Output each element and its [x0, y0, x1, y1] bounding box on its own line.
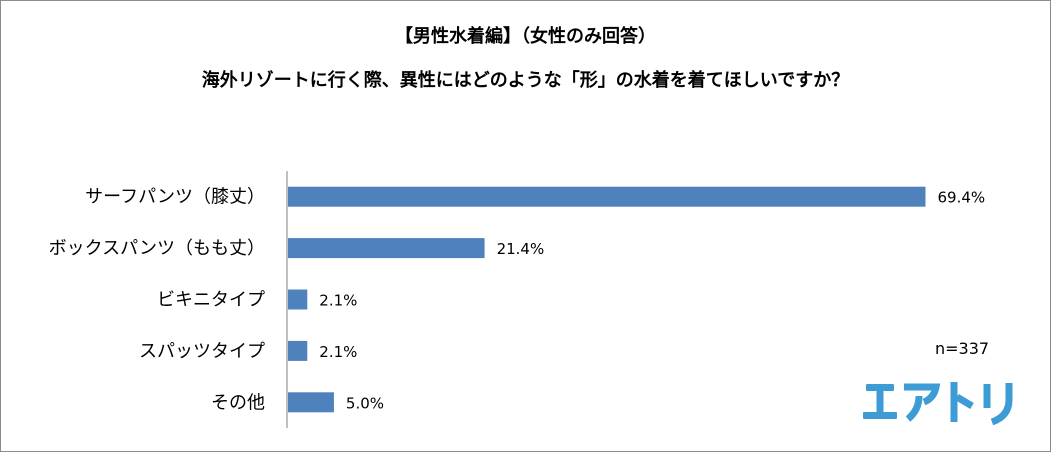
chart-title: 【男性水着編】（女性のみ回答） — [395, 26, 656, 47]
value-label-4: 5.0% — [346, 394, 384, 412]
chart-subtitle: 海外リゾートに行く際、異性にはどのような「形」の水着を着てほしいですか？ — [201, 70, 850, 91]
category-label-2: ビキニタイプ — [157, 290, 265, 311]
bars-group: サーフパンツ（膝丈） 69.4% ボックスパンツ（もも丈） 21.4% ビキニタイプ 2.… — [49, 186, 985, 413]
bar-4 — [288, 392, 334, 413]
value-label-0: 69.4% — [937, 189, 985, 207]
bar-2 — [288, 289, 308, 310]
bar-3 — [288, 340, 308, 361]
bar-1 — [288, 238, 485, 259]
sample-size-label: n=337 — [935, 339, 990, 358]
bar-0 — [288, 186, 926, 207]
value-label-1: 21.4% — [497, 240, 545, 258]
category-label-3: スパッツタイプ — [139, 341, 265, 362]
airtrip-logo — [863, 382, 1013, 426]
value-label-3: 2.1% — [319, 343, 357, 361]
category-label-1: ボックスパンツ（もも丈） — [49, 238, 265, 259]
category-label-0: サーフパンツ（膝丈） — [85, 187, 265, 208]
value-label-2: 2.1% — [319, 292, 357, 310]
category-label-4: その他 — [211, 392, 265, 413]
